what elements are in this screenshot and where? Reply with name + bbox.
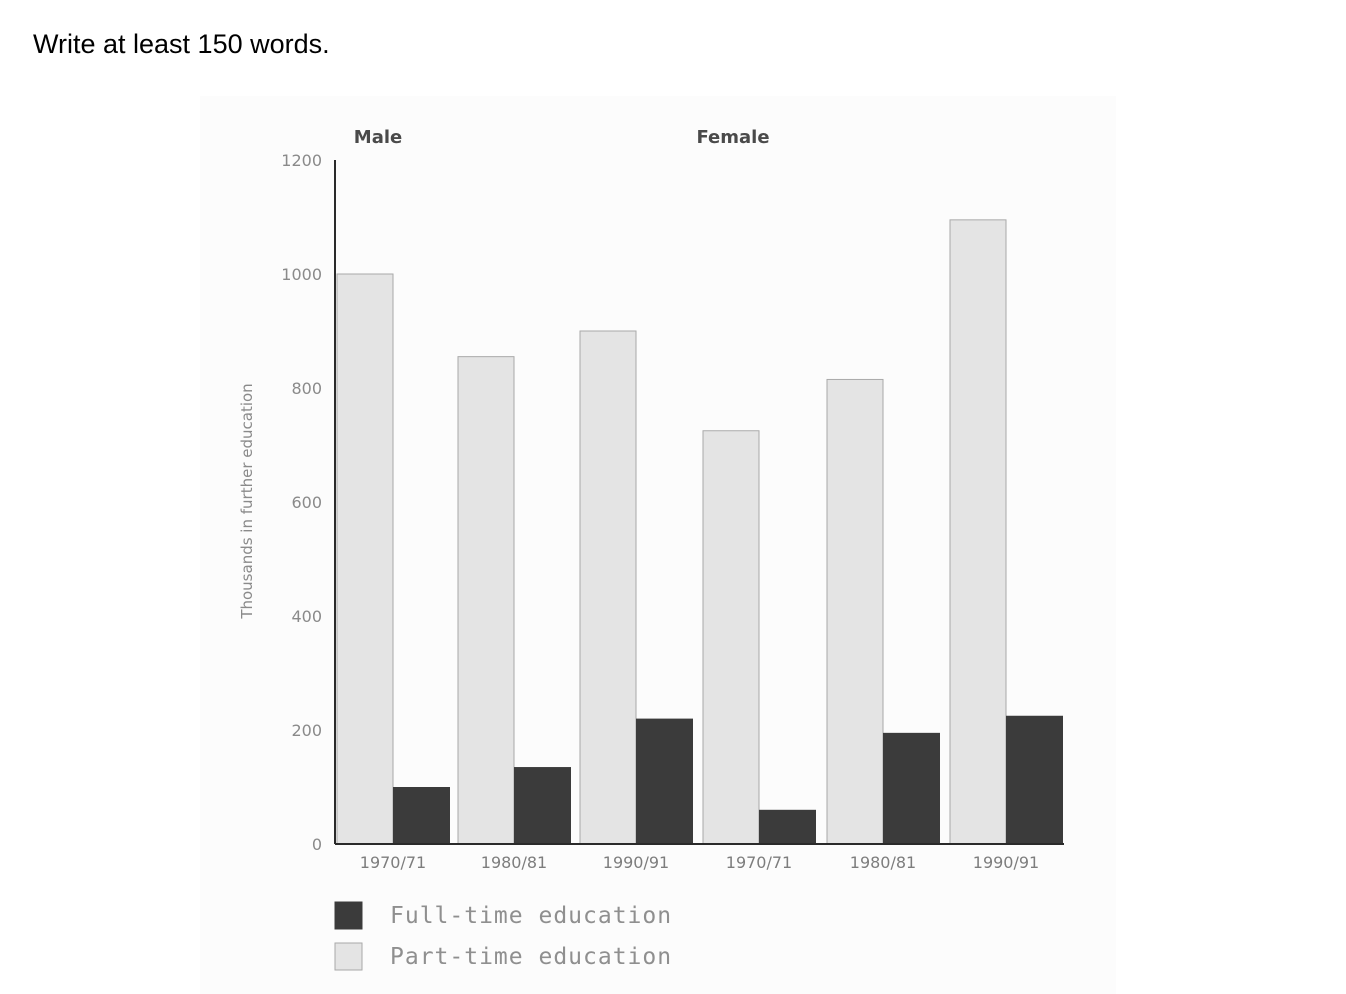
x-tick-label: 1980/81 — [481, 853, 547, 872]
x-tick-label: 1990/91 — [973, 853, 1039, 872]
bars — [335, 219, 1064, 845]
bar-full-time — [636, 718, 693, 844]
bar-part-time — [702, 430, 760, 845]
y-tick-label: 400 — [291, 607, 322, 626]
x-tick-label: 1970/71 — [360, 853, 426, 872]
y-tick-label: 600 — [291, 493, 322, 512]
y-tick-label: 800 — [291, 379, 322, 398]
group-label: Male — [354, 127, 402, 148]
y-tick-label: 0 — [312, 835, 322, 854]
task-instruction: Write at least 150 words. — [33, 29, 330, 59]
x-tick-label: 1970/71 — [726, 853, 792, 872]
y-axis-label: Thousands in further education — [238, 383, 256, 619]
bar-full-time — [1006, 715, 1063, 844]
legend-label: Full-time education — [390, 903, 672, 929]
legend-swatch — [334, 901, 363, 930]
group-label: Female — [696, 127, 769, 148]
bar-full-time — [393, 787, 450, 844]
legend-label: Part-time education — [390, 944, 672, 970]
bar-part-time — [336, 273, 394, 845]
x-axis-labels: 1970/71 1980/81 1990/91 1970/71 1980/81 1990/… — [360, 853, 1039, 872]
bar-full-time — [514, 767, 571, 844]
y-tick-label: 200 — [291, 721, 322, 740]
legend-swatch — [334, 942, 363, 971]
bar-full-time — [883, 732, 940, 844]
bar-part-time — [826, 378, 884, 845]
y-axis: 0 200 400 600 800 1000 1200 — [281, 151, 336, 854]
y-tick-label: 1000 — [281, 265, 322, 284]
legend: Full-time education Part-time education — [334, 901, 672, 971]
bar-part-time — [457, 356, 515, 845]
bar-part-time — [949, 219, 1007, 845]
bar-chart: 0 200 400 600 800 1000 1200 1970/71 1980/81 1990… — [238, 127, 1064, 971]
chart-panel: 0 200 400 600 800 1000 1200 1970/71 1980/81 1990… — [200, 96, 1116, 994]
bar-part-time — [579, 330, 637, 845]
bar-full-time — [759, 809, 816, 844]
group-labels: Male Female — [354, 127, 770, 148]
x-tick-label: 1980/81 — [850, 853, 916, 872]
x-tick-label: 1990/91 — [603, 853, 669, 872]
y-tick-label: 1200 — [281, 151, 322, 170]
